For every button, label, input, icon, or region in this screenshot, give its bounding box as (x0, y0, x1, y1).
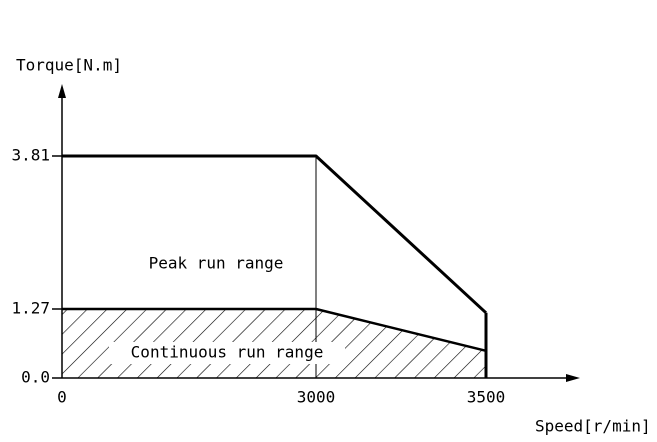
region-label: Continuous run range (131, 343, 324, 362)
y-axis-label: Torque[N.m] (16, 56, 122, 75)
y-tick-label: 1.27 (11, 299, 50, 318)
x-tick-label: 3500 (467, 388, 506, 407)
x-axis-arrow (566, 374, 580, 382)
y-axis-arrow (58, 84, 66, 98)
y-tick-label: 3.81 (11, 146, 50, 165)
x-tick-label: 3000 (297, 388, 336, 407)
x-tick-label: 0 (57, 388, 67, 407)
series-line (62, 307, 487, 353)
x-axis-label: Speed[r/min] (535, 417, 651, 436)
label-bg (109, 342, 345, 364)
region-label: Peak run range (149, 254, 284, 273)
series-line (62, 154, 488, 314)
y-tick-label: 0.0 (21, 368, 50, 387)
